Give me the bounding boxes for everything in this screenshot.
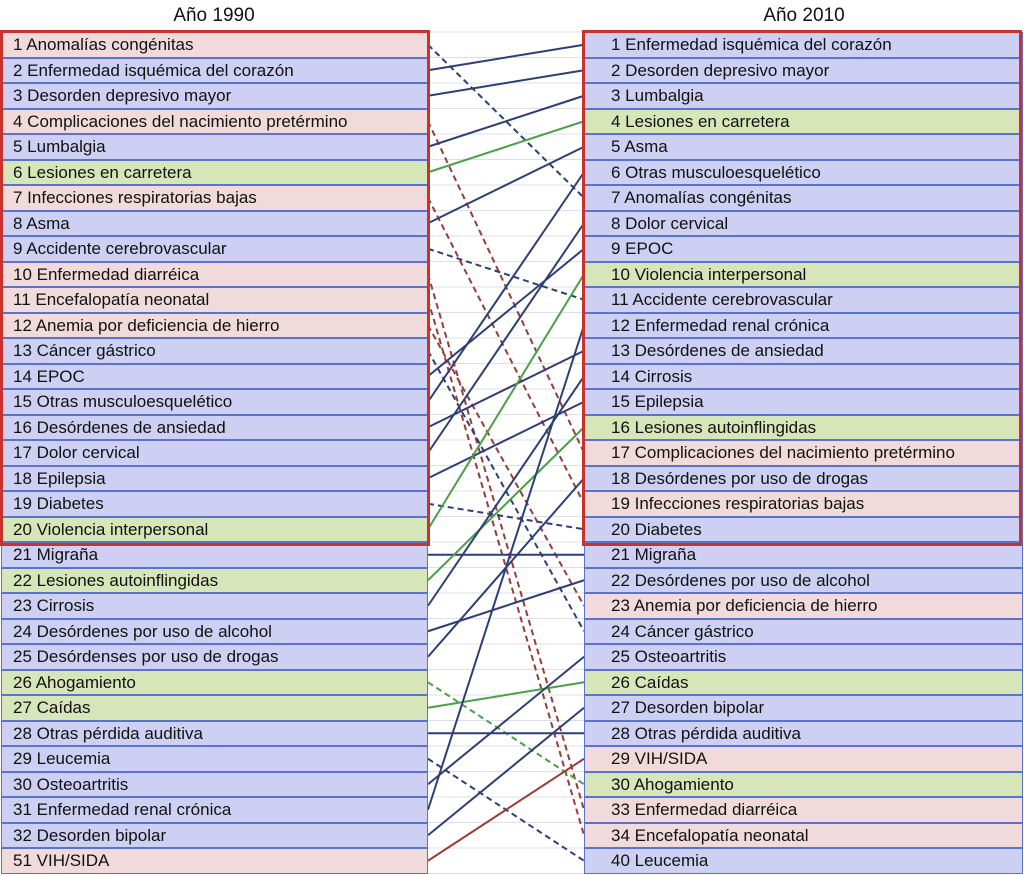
right-rank-row-23: 23 Anemia por deficiencia de hierro [584, 593, 1023, 619]
left-rank-row-2: 2 Enfermedad isquémica del corazón [1, 57, 428, 83]
connection-line [427, 145, 585, 225]
connection-line [427, 502, 585, 531]
left-rank-row-16: 16 Desórdenes de ansiedad [1, 414, 428, 440]
right-rank-row-16: 16 Lesiones autoinflingidas [584, 414, 1023, 440]
left-rank-row-6: 6 Lesiones en carretera [1, 159, 428, 185]
left-rank-row-17: 17 Dolor cervical [1, 440, 428, 466]
left-rank-row-12: 12 Anemia por deficiencia de hierro [1, 312, 428, 338]
left-rank-row-20: 20 Violencia interpersonal [1, 516, 428, 542]
right-rank-row-17: 17 Complicaciones del nacimiento pretérm… [584, 440, 1023, 466]
connection-line [427, 171, 585, 403]
right-rank-row-5: 5 Asma [584, 134, 1023, 160]
right-rank-row-6: 6 Otras musculoesquelético [584, 159, 1023, 185]
title-1990: Año 1990 [173, 5, 255, 26]
left-rank-row-19: 19 Diabetes [1, 491, 428, 517]
left-rank-row-1: 1 Anomalías congénitas [1, 32, 428, 58]
left-rank-row-21: 21 Migraña [1, 542, 428, 568]
right-rank-row-18: 18 Desórdenes por uso de drogas [584, 465, 1023, 491]
right-rank-row-27: 27 Desorden bipolar [584, 695, 1023, 721]
connection-line [427, 655, 585, 786]
right-rank-row-33: 33 Enfermedad diarréica [584, 797, 1023, 823]
right-rank-row-12: 12 Enfermedad renal crónica [584, 312, 1023, 338]
right-rank-row-28: 28 Otras pérdida auditiva [584, 720, 1023, 746]
left-rank-row-22: 22 Lesiones autoinflingidas [1, 567, 428, 593]
left-rank-row-26: 26 Ahogamiento [1, 669, 428, 695]
right-rank-row-14: 14 Cirrosis [584, 363, 1023, 389]
left-rank-row-18: 18 Epilepsia [1, 465, 428, 491]
left-rank-row-9: 9 Accidente cerebrovascular [1, 236, 428, 262]
right-rank-row-15: 15 Epilepsia [584, 389, 1023, 415]
left-rank-row-30: 30 Osteoartritis [1, 771, 428, 797]
right-rank-row-24: 24 Cáncer gástrico [584, 618, 1023, 644]
right-rank-row-10: 10 Violencia interpersonal [584, 261, 1023, 287]
connection-line [427, 222, 585, 454]
left-rank-row-24: 24 Desórdenes por uso de alcohol [1, 618, 428, 644]
connection-line [427, 375, 585, 607]
right-rank-row-9: 9 EPOC [584, 236, 1023, 262]
right-rank-row-34: 34 Encefalopatía neonatal [584, 822, 1023, 848]
connection-line [427, 197, 585, 505]
right-rank-row-25: 25 Osteoartritis [584, 644, 1023, 670]
connection-line [427, 69, 585, 97]
connection-line [427, 247, 585, 301]
left-rank-row-11: 11 Encefalopatía neonatal [1, 287, 428, 313]
connection-line [427, 324, 585, 607]
title-2010: Año 2010 [763, 5, 845, 26]
right-rank-row-4: 4 Lesiones en carretera [584, 108, 1023, 134]
left-rank-row-7: 7 Infecciones respiratorias bajas [1, 185, 428, 211]
right-rank-row-11: 11 Accidente cerebrovascular [584, 287, 1023, 313]
left-rank-row-10: 10 Enfermedad diarréica [1, 261, 428, 287]
left-rank-row-32: 32 Desorden bipolar [1, 822, 428, 848]
right-rank-row-19: 19 Infecciones respiratorias bajas [584, 491, 1023, 517]
left-rank-row-3: 3 Desorden depresivo mayor [1, 83, 428, 109]
right-rank-row-8: 8 Dolor cervical [584, 210, 1023, 236]
left-rank-row-31: 31 Enfermedad renal crónica [1, 797, 428, 823]
connection-line [427, 43, 585, 72]
right-rank-row-40: 40 Leucemia [584, 848, 1023, 874]
connection-line [427, 94, 585, 148]
right-rank-row-2: 2 Desorden depresivo mayor [584, 57, 1023, 83]
left-rank-row-4: 4 Complicaciones del nacimiento pretérmi… [1, 108, 428, 134]
right-rank-row-26: 26 Caídas [584, 669, 1023, 695]
right-rank-row-22: 22 Desórdenes por uso de alcohol [584, 567, 1023, 593]
right-rank-row-1: 1 Enfermedad isquémica del corazón [584, 32, 1023, 58]
connection-line [427, 426, 585, 581]
connection-line [427, 44, 585, 199]
left-rank-row-23: 23 Cirrosis [1, 593, 428, 619]
right-rank-row-30: 30 Ahogamiento [584, 771, 1023, 797]
right-rank-row-13: 13 Desórdenes de ansiedad [584, 338, 1023, 364]
right-rank-row-20: 20 Diabetes [584, 516, 1023, 542]
connection-line [427, 706, 585, 837]
connection-line [427, 324, 585, 811]
connection-line [427, 757, 585, 862]
right-rank-row-3: 3 Lumbalgia [584, 83, 1023, 109]
connection-line [427, 273, 585, 530]
connection-line [427, 579, 585, 633]
connection-line [427, 299, 585, 836]
right-rank-row-29: 29 VIH/SIDA [584, 746, 1023, 772]
left-rank-row-15: 15 Otras musculoesquelético [1, 389, 428, 415]
left-rank-row-28: 28 Otras pérdida auditiva [1, 720, 428, 746]
left-rank-row-13: 13 Cáncer gástrico [1, 338, 428, 364]
right-rank-row-21: 21 Migraña [584, 542, 1023, 568]
left-rank-row-5: 5 Lumbalgia [1, 134, 428, 160]
connection-line [427, 247, 585, 378]
connection-line [427, 120, 585, 174]
left-rank-row-14: 14 EPOC [1, 363, 428, 389]
right-rank-row-7: 7 Anomalías congénitas [584, 185, 1023, 211]
left-rank-row-51: 51 VIH/SIDA [1, 848, 428, 874]
left-rank-row-29: 29 Leucemia [1, 746, 428, 772]
connection-line [427, 681, 585, 709]
left-rank-row-8: 8 Asma [1, 210, 428, 236]
left-rank-row-27: 27 Caídas [1, 695, 428, 721]
left-rank-row-25: 25 Desórdenses por uso de drogas [1, 644, 428, 670]
